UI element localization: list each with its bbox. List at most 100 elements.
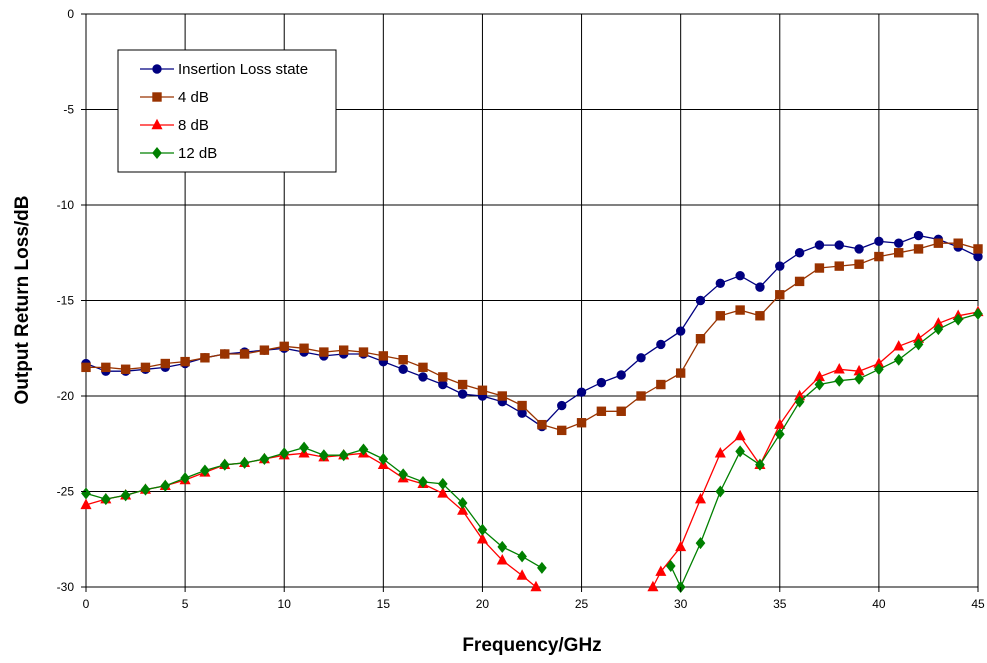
- legend: Insertion Loss state 4 dB 8 dB 12 dB: [117, 49, 337, 173]
- data-point: [200, 464, 210, 477]
- data-point: [655, 565, 667, 576]
- data-point: [496, 553, 508, 565]
- y-tick-label: -25: [57, 485, 75, 499]
- data-point: [735, 270, 745, 281]
- data-point: [398, 468, 408, 481]
- series-line: [86, 242, 979, 432]
- data-point: [794, 395, 805, 408]
- data-point: [695, 537, 706, 550]
- data-point: [616, 370, 626, 380]
- data-point: [834, 240, 844, 250]
- data-point: [596, 406, 607, 416]
- data-point: [457, 504, 469, 515]
- data-point: [180, 472, 190, 485]
- data-point: [100, 493, 111, 506]
- data-point: [636, 353, 646, 363]
- data-point: [833, 362, 845, 374]
- data-point: [140, 483, 151, 496]
- x-tick-label: 15: [377, 597, 391, 611]
- data-point: [476, 532, 488, 544]
- legend-marker: [152, 147, 162, 159]
- data-point: [319, 347, 329, 357]
- data-point: [259, 453, 270, 466]
- data-point: [457, 496, 468, 509]
- data-point: [755, 282, 765, 292]
- data-point: [814, 263, 825, 273]
- data-point: [418, 372, 428, 382]
- data-point: [933, 238, 944, 248]
- data-point: [656, 339, 666, 350]
- data-point: [735, 305, 745, 315]
- legend-label: 12 dB: [178, 145, 217, 162]
- legend-marker: [152, 64, 162, 74]
- data-point: [953, 313, 964, 326]
- data-point: [437, 487, 449, 498]
- data-point: [358, 347, 369, 357]
- x-tick-label: 45: [971, 597, 985, 611]
- y-tick-label: -10: [57, 198, 75, 212]
- data-point: [239, 349, 250, 359]
- legend-item: 4 dB: [140, 89, 209, 106]
- data-point: [715, 278, 726, 289]
- data-point: [814, 240, 825, 250]
- data-point: [477, 523, 488, 536]
- y-tick-label: -20: [57, 389, 75, 403]
- data-point: [537, 561, 547, 574]
- data-point: [358, 443, 369, 456]
- data-point: [81, 362, 91, 373]
- data-point: [636, 391, 646, 401]
- y-tick-label: -15: [57, 294, 75, 308]
- legend-item: 8 dB: [140, 117, 209, 134]
- legend-label: 4 dB: [178, 89, 209, 106]
- data-point: [755, 458, 765, 471]
- data-point: [755, 311, 765, 321]
- data-point: [854, 259, 864, 269]
- data-point: [477, 385, 488, 395]
- y-tick-label: 0: [67, 7, 74, 21]
- data-point: [557, 400, 567, 411]
- series-12-db: [81, 307, 983, 593]
- data-point: [398, 355, 408, 365]
- series-4-db: [81, 238, 983, 436]
- data-point: [219, 458, 230, 471]
- tick-layer: 0 5 10 15 20 25 30 35 40 45 0 -5 -10 -15 -20 -25 -30: [57, 7, 985, 611]
- data-point: [319, 449, 329, 462]
- series-line: [652, 311, 979, 588]
- data-point: [517, 400, 527, 411]
- data-point: [457, 379, 468, 390]
- data-point: [933, 323, 944, 336]
- data-point: [338, 449, 349, 462]
- data-point: [694, 492, 707, 504]
- data-point: [874, 236, 884, 246]
- data-point: [299, 441, 309, 454]
- data-point: [497, 540, 508, 553]
- data-point: [715, 311, 726, 321]
- data-point: [200, 353, 210, 363]
- y-axis-title: Output Return Loss/dB: [12, 196, 33, 405]
- y-tick-label: -30: [57, 580, 75, 594]
- data-point: [437, 477, 448, 490]
- data-point: [675, 368, 686, 378]
- legend-item: 12 dB: [140, 145, 217, 162]
- data-point: [616, 406, 626, 416]
- data-point: [338, 345, 349, 355]
- data-point: [973, 244, 983, 254]
- data-point: [894, 238, 904, 248]
- data-point: [576, 387, 587, 397]
- data-point: [120, 489, 131, 502]
- data-point: [279, 447, 290, 460]
- data-point: [953, 238, 963, 248]
- data-point: [140, 362, 151, 373]
- data-point: [814, 378, 825, 391]
- y-tick-label: -5: [63, 103, 74, 117]
- x-tick-label: 25: [575, 597, 589, 611]
- data-point: [398, 364, 408, 374]
- data-point: [695, 334, 706, 344]
- data-point: [259, 345, 270, 355]
- legend-label: Insertion Loss state: [178, 61, 308, 78]
- data-point: [675, 326, 686, 336]
- data-point: [120, 364, 131, 374]
- data-point: [893, 353, 904, 366]
